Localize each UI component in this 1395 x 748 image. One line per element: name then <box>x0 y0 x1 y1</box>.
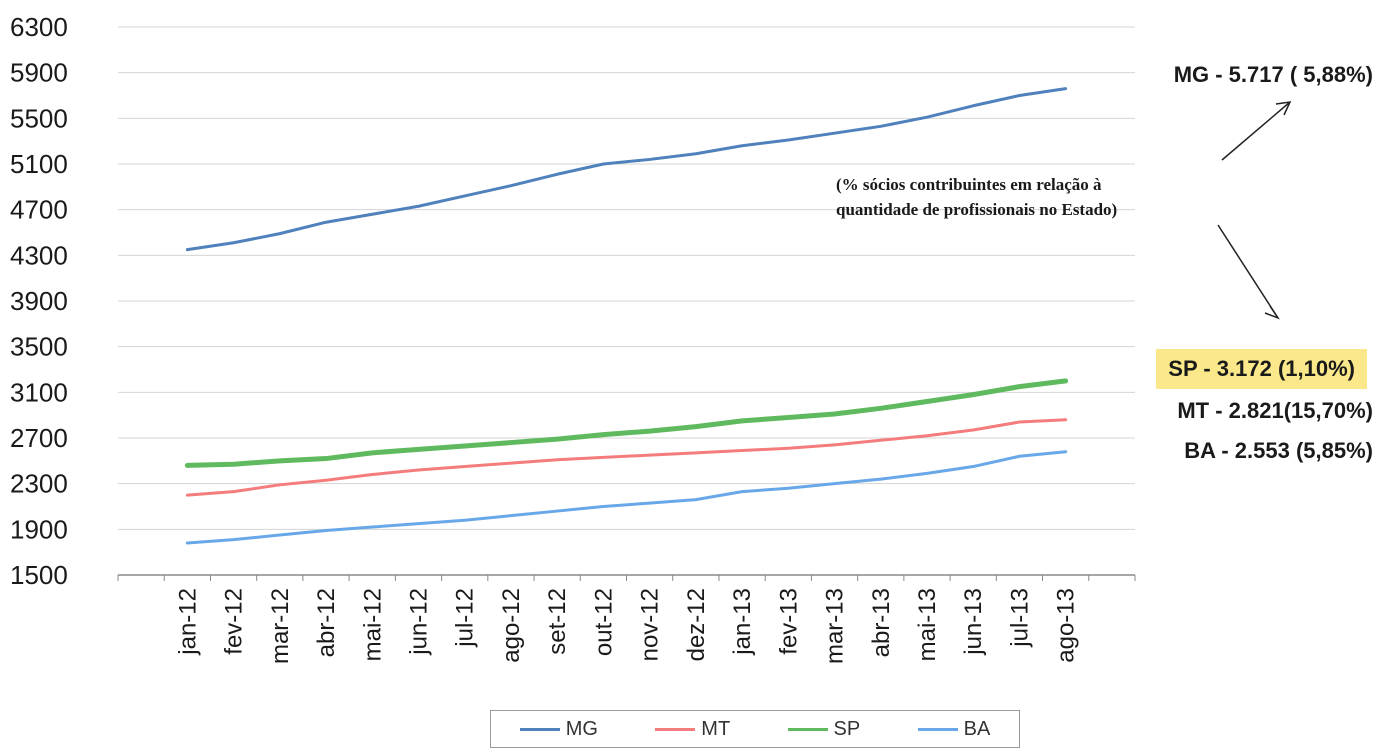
annotation-mg: MG - 5.717 ( 5,88%) <box>1173 62 1373 87</box>
note-line-2: quantidade de profissionais no Estado) <box>836 200 1118 219</box>
legend-swatch <box>519 727 560 731</box>
y-tick-label: 3100 <box>10 377 68 407</box>
arrow-head-sp <box>1264 305 1280 320</box>
x-tick-label: jul-12 <box>452 588 479 648</box>
x-tick-label: dez-12 <box>683 588 710 661</box>
x-tick-label: jan-13 <box>729 588 756 656</box>
legend-label: BA <box>963 717 991 740</box>
legend-swatch <box>787 727 828 731</box>
y-tick-label: 1500 <box>10 560 68 590</box>
x-tick-label: nov-12 <box>637 588 664 661</box>
arrow-head-mg <box>1275 101 1292 116</box>
x-tick-labels: jan-12 fev-12 mar-12 abr-12 mai-12 jun-12 jul-… <box>174 588 1079 664</box>
series-line-ba <box>185 450 1068 545</box>
series-line-mg <box>185 87 1068 252</box>
legend-item-mg: MG <box>519 717 598 741</box>
x-tick-label: fev-13 <box>775 588 802 655</box>
legend-label: MT <box>701 717 731 740</box>
legend-label: MG <box>565 717 598 740</box>
x-tick-label: out-12 <box>590 588 617 656</box>
arrow-to-sp <box>1217 224 1279 319</box>
y-tick-label: 3500 <box>10 332 68 362</box>
legend-item-ba: BA <box>917 717 991 741</box>
y-tick-label: 5100 <box>10 149 68 179</box>
axes <box>117 574 1136 581</box>
note-line-1: (% sócios contribuintes em relação à <box>836 175 1102 194</box>
annotation-mt: MT - 2.821(15,70%) <box>1177 398 1373 423</box>
y-tick-label: 6300 <box>10 12 68 42</box>
x-tick-label: set-12 <box>544 588 571 655</box>
x-tick-label: jan-12 <box>174 588 201 656</box>
series-line-mt <box>185 418 1068 497</box>
legend-swatch <box>917 727 958 731</box>
y-tick-label: 2700 <box>10 423 68 453</box>
annotation-note: (% sócios contribuintes em relação à qua… <box>836 172 1117 222</box>
x-tick-label: ago-13 <box>1053 588 1080 663</box>
legend: MG MT SP BA <box>490 710 1020 748</box>
arrow-to-mg <box>1221 101 1291 161</box>
y-tick-label: 5500 <box>10 103 68 133</box>
annotation-ba: BA - 2.553 (5,85%) <box>1184 438 1373 463</box>
series-lines <box>184 87 1069 545</box>
y-tick-label: 1900 <box>10 514 68 544</box>
y-tick-label: 5900 <box>10 58 68 88</box>
y-tick-label: 4700 <box>10 195 68 225</box>
x-tick-label: jul-13 <box>1006 588 1033 648</box>
series-line-sp <box>184 378 1069 468</box>
x-tick-label: mar-13 <box>822 588 849 664</box>
x-tick-label: abr-12 <box>313 588 340 657</box>
legend-item-mt: MT <box>655 718 730 741</box>
x-tick-label: mai-12 <box>359 588 386 661</box>
y-tick-labels: 6300 5900 5500 5100 4700 4300 3900 3500 3100 2700… <box>10 12 68 590</box>
legend-item-sp: SP <box>787 717 861 741</box>
x-tick-label: jun-13 <box>960 588 987 656</box>
annotation-arrows <box>1217 101 1292 320</box>
x-tick-label: ago-12 <box>498 588 525 663</box>
x-tick-label: jun-12 <box>405 588 432 656</box>
x-tick-label: mai-13 <box>914 588 941 661</box>
x-tick-label: mar-12 <box>267 588 294 664</box>
legend-swatch <box>655 727 696 731</box>
x-tick-label: abr-13 <box>868 588 895 657</box>
legend-label: SP <box>833 717 861 740</box>
y-tick-label: 2300 <box>10 469 68 499</box>
x-tick-label: fev-12 <box>221 588 248 655</box>
y-tick-label: 4300 <box>10 240 68 270</box>
annotation-sp: SP - 3.172 (1,10%) <box>1156 349 1367 389</box>
y-tick-label: 3900 <box>10 286 68 316</box>
